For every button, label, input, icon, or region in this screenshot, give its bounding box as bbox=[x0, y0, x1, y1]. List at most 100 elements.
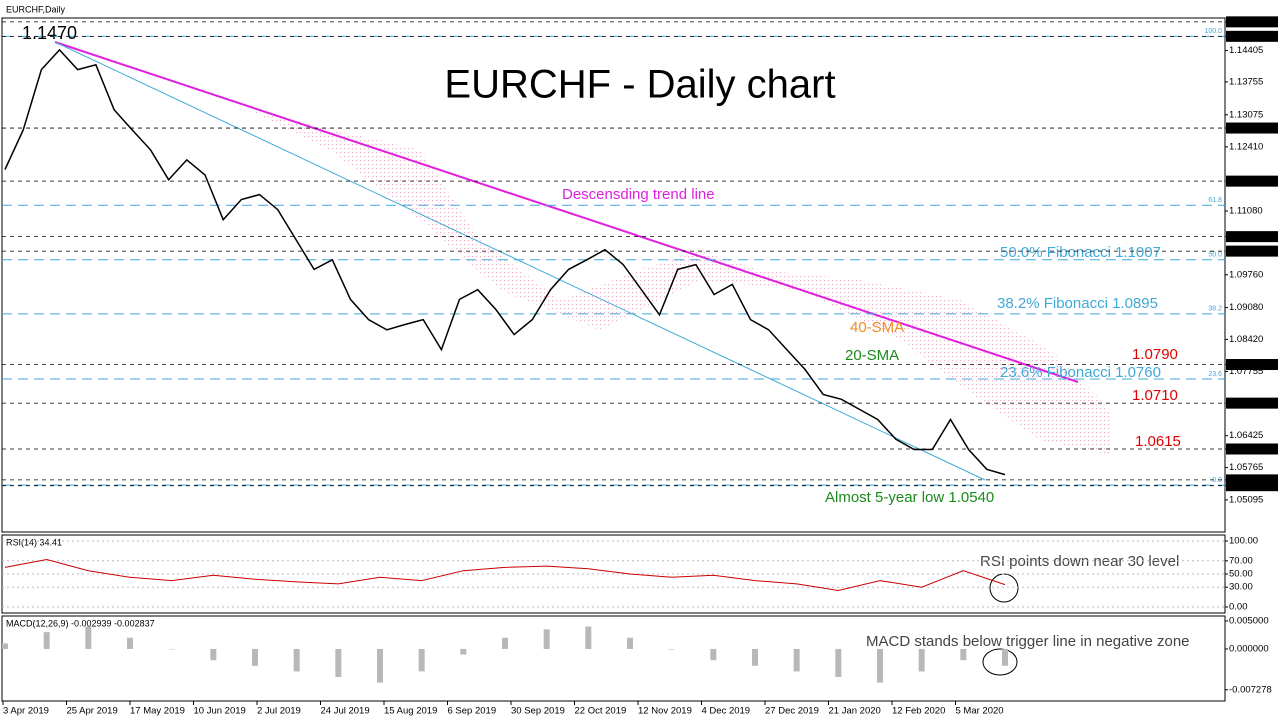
y-tick-label: 1.09760 bbox=[1229, 269, 1263, 280]
y-tick-label: 1.09080 bbox=[1229, 302, 1263, 313]
tick-highlight bbox=[1226, 245, 1278, 257]
x-tick-label: 22 Oct 2019 bbox=[575, 706, 627, 717]
tick-highlight bbox=[1226, 397, 1278, 409]
x-tick-label: 3 Apr 2019 bbox=[3, 706, 49, 717]
bar bbox=[418, 648, 425, 672]
y-tick-label: 1.06150 bbox=[1229, 444, 1263, 455]
y-tick-label: 1.05765 bbox=[1229, 462, 1263, 473]
y-tick-label: 0.000000 bbox=[1229, 643, 1269, 654]
x-tick-label: 4 Dec 2019 bbox=[702, 706, 751, 717]
y-tick-label: 1.05510 bbox=[1229, 474, 1263, 485]
bar bbox=[85, 626, 92, 649]
annotation: 1.1470 bbox=[22, 23, 77, 43]
tick-highlight bbox=[1226, 122, 1278, 134]
annotation: Almost 5-year low 1.0540 bbox=[825, 489, 994, 506]
chart-title: EURCHF - Daily chart bbox=[444, 63, 835, 107]
x-tick-label: 2 Jul 2019 bbox=[257, 706, 301, 717]
bar bbox=[627, 637, 633, 649]
annotation: 23.6% Fibonacci 1.0760 bbox=[1000, 364, 1161, 381]
y-tick-label: 0.005000 bbox=[1229, 615, 1269, 626]
fib-label: 23.6 bbox=[1208, 371, 1222, 378]
macd-panel bbox=[1, 615, 1226, 702]
fib-label: 38.2 bbox=[1208, 306, 1222, 313]
y-tick-label: 1.08420 bbox=[1229, 334, 1263, 345]
y-tick-label: 1.13075 bbox=[1229, 109, 1263, 120]
bar bbox=[377, 648, 383, 683]
bar bbox=[1002, 648, 1008, 666]
y-tick-label: 50.00 bbox=[1229, 569, 1253, 580]
symbol-label: EURCHF,Daily bbox=[6, 4, 66, 14]
tick-highlight bbox=[1226, 443, 1278, 455]
x-tick-label: 12 Feb 2020 bbox=[892, 706, 945, 717]
annotation: 20-SMA bbox=[845, 347, 899, 364]
bar bbox=[43, 632, 50, 649]
bar bbox=[127, 637, 133, 649]
bar bbox=[918, 648, 925, 672]
y-tick-label: 30.00 bbox=[1229, 582, 1253, 593]
bar bbox=[502, 637, 508, 649]
y-tick-label: 1.14405 bbox=[1229, 45, 1263, 56]
y-tick-label: 100.00 bbox=[1229, 536, 1258, 547]
y-tick-label: 1.07755 bbox=[1229, 366, 1263, 377]
macd-label: MACD(12,26,9) -0.002939 -0.002837 bbox=[6, 618, 155, 628]
bar bbox=[543, 629, 550, 649]
x-tick-label: 21 Jan 2020 bbox=[829, 706, 881, 717]
annotation: MACD stands below trigger line in negati… bbox=[866, 633, 1190, 650]
tick-highlight bbox=[1226, 175, 1278, 187]
y-tick-label: 1.05095 bbox=[1229, 494, 1263, 505]
bar bbox=[710, 648, 717, 661]
y-tick-label: 1.12800 bbox=[1229, 123, 1263, 134]
channel-line bbox=[54, 41, 986, 481]
rsi-label: RSI(14) 34.41 bbox=[6, 537, 62, 547]
y-tick-label: 1.12410 bbox=[1229, 141, 1263, 152]
fib-label: 0.0 bbox=[1212, 477, 1222, 484]
annotation: 40-SMA bbox=[850, 319, 904, 336]
bar bbox=[793, 648, 800, 672]
annotation: 1.0710 bbox=[1132, 387, 1178, 404]
annotation: Descensding trend line bbox=[562, 186, 715, 203]
x-tick-label: 15 Aug 2019 bbox=[384, 706, 437, 717]
ichimoku-cloud bbox=[250, 110, 1110, 455]
y-tick-label: 1.13755 bbox=[1229, 76, 1263, 87]
bar bbox=[252, 648, 258, 666]
tick-highlight bbox=[1226, 480, 1278, 492]
bar bbox=[877, 648, 883, 683]
x-tick-label: 24 Jul 2019 bbox=[321, 706, 370, 717]
tick-highlight bbox=[1226, 231, 1278, 243]
y-tick-label: 0.00 bbox=[1229, 602, 1248, 613]
y-tick-label: 1.07900 bbox=[1229, 359, 1263, 370]
x-tick-label: 10 Jun 2019 bbox=[194, 706, 246, 717]
tick-highlight bbox=[1226, 16, 1278, 28]
tick-highlight bbox=[1226, 359, 1278, 371]
bar bbox=[752, 648, 758, 666]
tick-highlight bbox=[1226, 30, 1278, 42]
trend-line bbox=[54, 41, 1079, 383]
y-tick-label: 1.14470 bbox=[1229, 31, 1263, 42]
bar bbox=[835, 648, 842, 678]
y-tick-label: 1.15000 bbox=[1229, 16, 1263, 27]
x-tick-label: 17 May 2019 bbox=[130, 706, 185, 717]
y-tick-label: 70.00 bbox=[1229, 555, 1253, 566]
x-tick-label: 5 Mar 2020 bbox=[956, 706, 1004, 717]
annotation: 1.0790 bbox=[1132, 346, 1178, 363]
tick-highlight bbox=[1226, 474, 1278, 486]
bar bbox=[585, 626, 592, 649]
price-line bbox=[4, 48, 1006, 476]
bar bbox=[293, 648, 300, 672]
y-tick-label: 1.06425 bbox=[1229, 430, 1263, 441]
fib-label: 100.0 bbox=[1204, 28, 1222, 35]
y-tick-label: -0.007278 bbox=[1229, 684, 1272, 695]
bar bbox=[210, 648, 217, 661]
bar bbox=[460, 648, 467, 655]
x-tick-label: 6 Sep 2019 bbox=[448, 706, 497, 717]
y-tick-label: 1.07100 bbox=[1229, 398, 1263, 409]
y-tick-label: 1.05390 bbox=[1229, 480, 1263, 491]
bar bbox=[168, 648, 175, 650]
x-tick-label: 27 Dec 2019 bbox=[765, 706, 819, 717]
y-tick-label: 1.11700 bbox=[1229, 176, 1263, 187]
y-tick-label: 1.11080 bbox=[1229, 206, 1263, 217]
highlight-circle bbox=[989, 573, 1019, 603]
y-tick-label: 1.10250 bbox=[1229, 246, 1263, 257]
y-tick-label: 1.10550 bbox=[1229, 231, 1263, 242]
bar bbox=[2, 643, 8, 649]
